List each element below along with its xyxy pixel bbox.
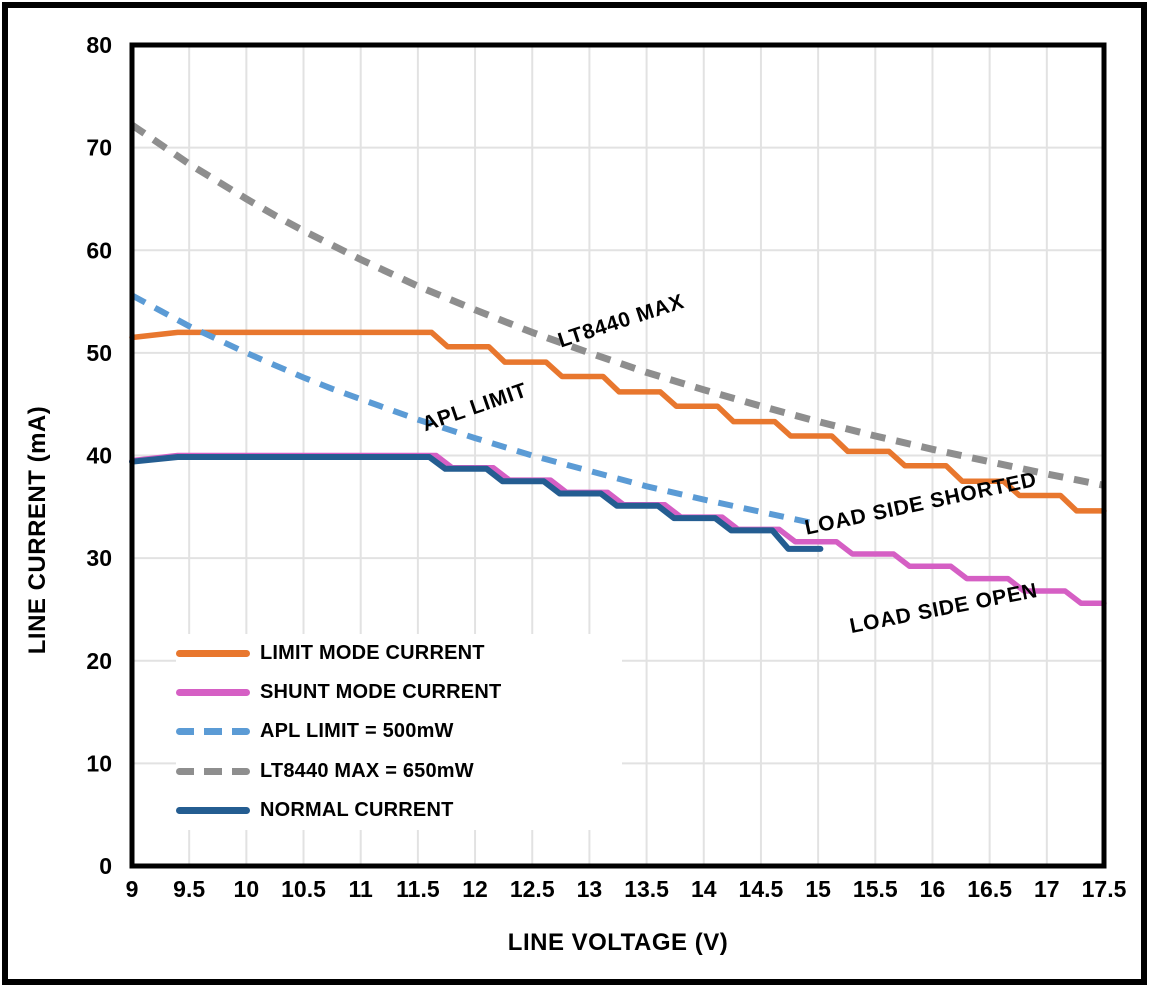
shunt-mode-line-swatch bbox=[176, 689, 250, 697]
x-axis-title: LINE VOLTAGE (V) bbox=[507, 929, 729, 956]
legend-label: SHUNT MODE CURRENT bbox=[260, 681, 502, 704]
x-tick-label: 11.5 bbox=[396, 876, 440, 902]
x-tick-label: 12 bbox=[462, 876, 488, 902]
x-tick-label: 9 bbox=[126, 876, 139, 902]
x-tick-label: 17.5 bbox=[1082, 876, 1127, 902]
y-tick-label: 70 bbox=[86, 135, 112, 161]
y-tick-label: 20 bbox=[86, 648, 112, 674]
legend-label: APL LIMIT = 500mW bbox=[260, 720, 454, 743]
x-tick-label: 15 bbox=[805, 876, 831, 902]
legend-item-normal-current: NORMAL CURRENT bbox=[176, 791, 622, 830]
x-tick-label: 10.5 bbox=[281, 876, 326, 902]
x-tick-label: 14.5 bbox=[739, 876, 784, 902]
x-tick-label: 14 bbox=[691, 876, 717, 902]
legend-label: LIMIT MODE CURRENT bbox=[260, 642, 485, 665]
x-tick-label: 16 bbox=[920, 876, 946, 902]
lt8440-max-line-swatch bbox=[176, 767, 250, 775]
series-line-lt8440-max-650mw bbox=[130, 122, 1105, 489]
series-line-limit-mode-current bbox=[129, 329, 1107, 514]
x-tick-label: 16.5 bbox=[967, 876, 1012, 902]
plot-border bbox=[129, 42, 1107, 869]
x-tick-label: 11 bbox=[349, 876, 374, 902]
x-tick-label: 13 bbox=[577, 876, 603, 902]
series-line-apl-limit-500mw bbox=[130, 292, 819, 528]
limit-mode-line-swatch bbox=[176, 650, 250, 658]
legend-item-lt8440-max: LT8440 MAX = 650mW bbox=[176, 752, 622, 791]
y-tick-label: 10 bbox=[86, 750, 112, 776]
y-tick-label: 30 bbox=[86, 545, 112, 571]
normal-current-line-swatch bbox=[176, 806, 250, 814]
legend-item-apl-limit: APL LIMIT = 500mW bbox=[176, 712, 622, 751]
y-tick-label: 40 bbox=[86, 443, 112, 469]
legend-item-limit-mode: LIMIT MODE CURRENT bbox=[176, 634, 622, 673]
chart-legend: LIMIT MODE CURRENT SHUNT MODE CURRENT AP… bbox=[176, 634, 622, 830]
legend-item-shunt-mode: SHUNT MODE CURRENT bbox=[176, 673, 622, 712]
x-tick-label: 15.5 bbox=[853, 876, 898, 902]
legend-label: LT8440 MAX = 650mW bbox=[260, 759, 474, 782]
x-tick-label: 17 bbox=[1034, 876, 1060, 902]
y-tick-label: 50 bbox=[86, 340, 112, 366]
y-tick-label: 60 bbox=[86, 237, 112, 263]
x-tick-label: 9.5 bbox=[173, 876, 205, 902]
apl-limit-line-swatch bbox=[176, 728, 250, 736]
y-tick-label: 80 bbox=[86, 32, 112, 58]
legend-label: NORMAL CURRENT bbox=[260, 798, 454, 821]
x-tick-label: 10 bbox=[234, 876, 260, 902]
y-axis-title: LINE CURRENT (mA) bbox=[24, 405, 51, 655]
series-line-normal-current bbox=[129, 454, 824, 552]
y-tick-label: 0 bbox=[99, 853, 112, 879]
x-tick-label: 12.5 bbox=[510, 876, 555, 902]
x-tick-label: 13.5 bbox=[624, 876, 669, 902]
